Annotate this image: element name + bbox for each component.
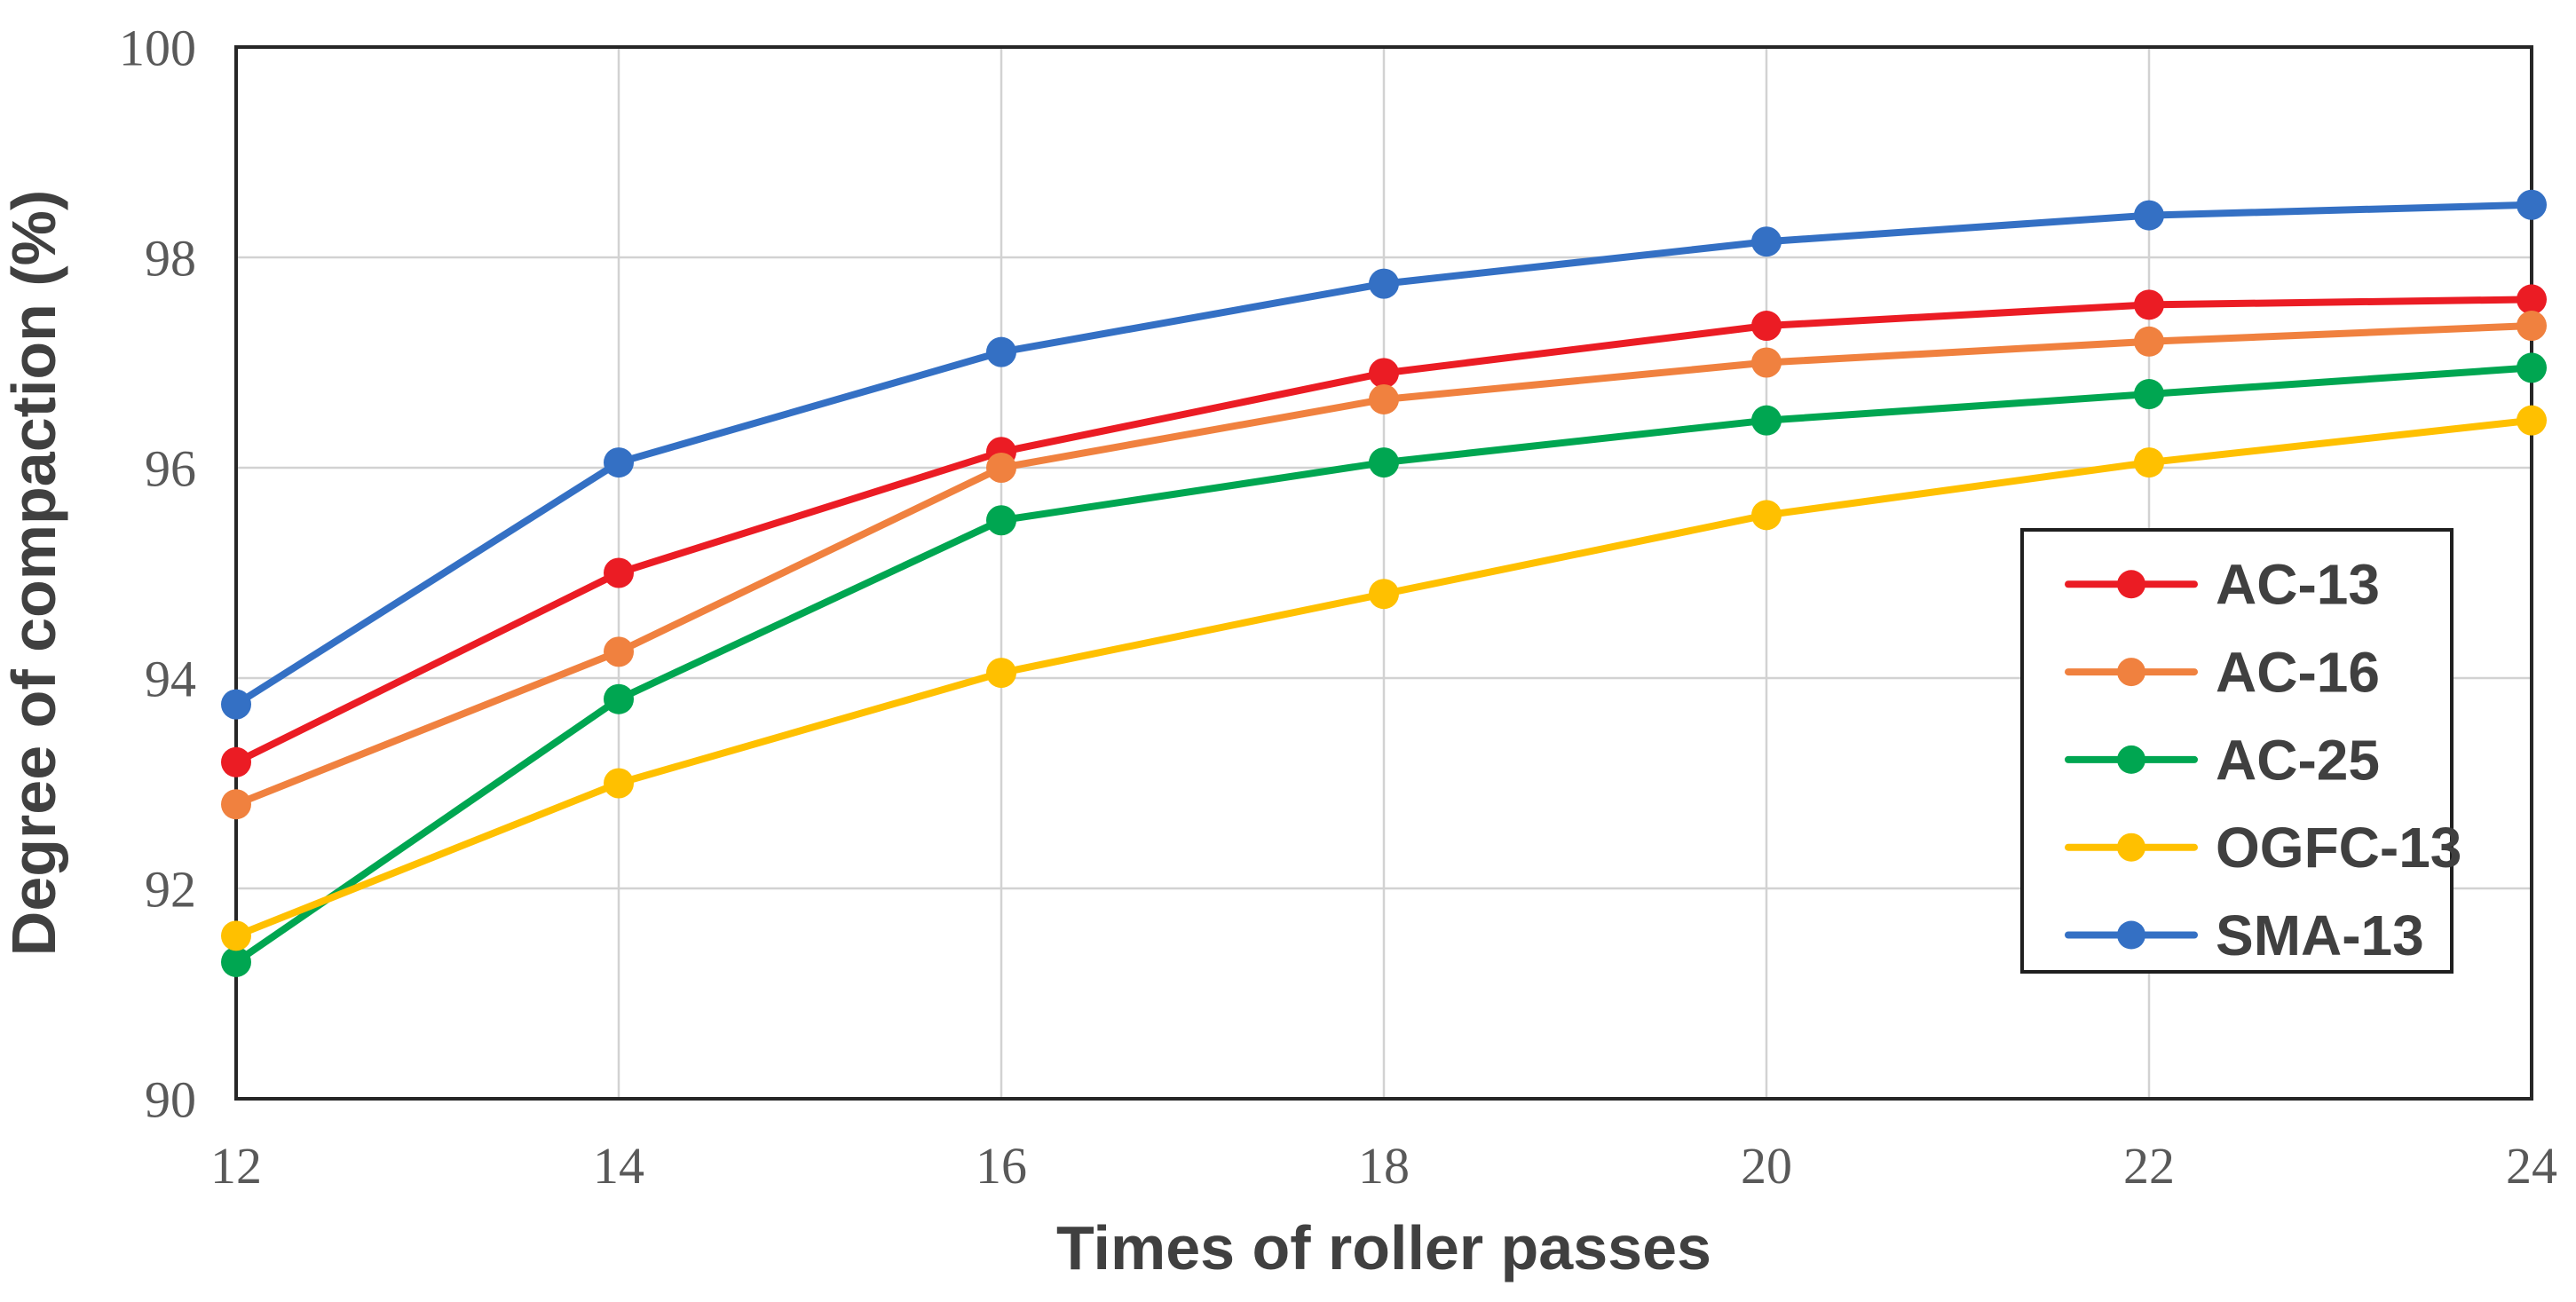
data-point-AC-25-x18	[1369, 447, 1399, 478]
data-point-AC-13-x20	[1751, 311, 1782, 342]
data-point-AC-13-x12	[221, 746, 251, 777]
y-tick-label-98: 98	[145, 229, 196, 287]
data-point-SMA-13-x16	[986, 336, 1016, 367]
data-point-AC-16-x14	[604, 636, 634, 667]
data-point-OGFC-13-x22	[2134, 447, 2164, 478]
series-SMA-13	[221, 189, 2547, 720]
x-tick-label-20: 20	[1741, 1137, 1792, 1195]
data-point-AC-16-x20	[1751, 347, 1782, 378]
legend-marker-dot-OGFC-13	[2117, 832, 2145, 862]
tick-labels: 90 92 94 96 98 100 12 14 16 18 20 22 24	[119, 19, 2557, 1195]
y-tick-label-96: 96	[145, 439, 196, 497]
y-tick-label-90: 90	[145, 1070, 196, 1128]
data-point-AC-25-x24	[2517, 352, 2547, 383]
data-point-SMA-13-x18	[1369, 268, 1399, 299]
data-point-AC-16-x12	[221, 789, 251, 820]
legend-label-AC-13: AC-13	[2216, 553, 2380, 617]
data-point-AC-25-x22	[2134, 379, 2164, 410]
legend-label-AC-25: AC-25	[2216, 728, 2380, 792]
legend-entry-AC-16: AC-16	[2065, 640, 2380, 704]
x-tick-label-12: 12	[210, 1137, 262, 1195]
legend-marker-dot-AC-25	[2117, 745, 2145, 774]
series-layer	[221, 189, 2547, 977]
data-point-AC-25-x12	[221, 946, 251, 977]
series-AC-25	[221, 352, 2547, 977]
legend-label-AC-16: AC-16	[2216, 640, 2380, 704]
data-point-AC-13-x22	[2134, 289, 2164, 320]
data-point-SMA-13-x24	[2517, 189, 2547, 220]
y-axis-title: Degree of compaction (%)	[0, 190, 68, 956]
legend-box	[2020, 528, 2454, 974]
series-AC-16	[221, 311, 2547, 820]
y-tick-label-92: 92	[145, 860, 196, 918]
legend-label-OGFC-13: OGFC-13	[2216, 816, 2461, 880]
data-point-AC-25-x14	[604, 683, 634, 714]
data-point-AC-13-x18	[1369, 358, 1399, 389]
legend-entry-AC-25: AC-25	[2065, 728, 2380, 792]
data-point-AC-25-x16	[986, 505, 1016, 536]
data-point-AC-16-x22	[2134, 326, 2164, 357]
data-point-OGFC-13-x24	[2517, 405, 2547, 436]
data-point-AC-25-x20	[1751, 405, 1782, 436]
legend-entry-AC-13: AC-13	[2065, 553, 2380, 617]
legend-marker-dot-AC-16	[2117, 658, 2145, 687]
legend-marker-dot-SMA-13	[2117, 920, 2145, 950]
y-tick-label-100: 100	[119, 19, 196, 76]
data-point-AC-16-x18	[1369, 383, 1399, 414]
data-point-OGFC-13-x20	[1751, 500, 1782, 531]
series-AC-13	[221, 284, 2547, 777]
data-point-SMA-13-x20	[1751, 226, 1782, 257]
data-point-SMA-13-x14	[604, 447, 634, 478]
legend-entry-SMA-13: SMA-13	[2065, 904, 2424, 967]
data-point-AC-16-x16	[986, 453, 1016, 483]
data-point-OGFC-13-x14	[604, 768, 634, 799]
data-point-OGFC-13-x16	[986, 658, 1016, 689]
data-point-OGFC-13-x12	[221, 920, 251, 951]
data-point-AC-13-x24	[2517, 284, 2547, 315]
x-tick-label-18: 18	[1358, 1137, 1410, 1195]
plot-frame	[234, 45, 2533, 1101]
x-tick-label-22: 22	[2123, 1137, 2175, 1195]
x-tick-label-24: 24	[2506, 1137, 2557, 1195]
data-point-SMA-13-x12	[221, 689, 251, 720]
y-tick-label-94: 94	[145, 650, 196, 707]
legend: AC-13 AC-16 AC-25 OGFC-13 SMA-13	[2020, 528, 2461, 974]
series-OGFC-13	[221, 405, 2547, 951]
legend-label-SMA-13: SMA-13	[2216, 904, 2424, 967]
x-tick-label-16: 16	[976, 1137, 1027, 1195]
data-point-AC-13-x14	[604, 557, 634, 588]
data-point-SMA-13-x22	[2134, 200, 2164, 231]
x-tick-label-14: 14	[593, 1137, 644, 1195]
data-point-AC-16-x24	[2517, 311, 2547, 342]
legend-marker-dot-AC-13	[2117, 570, 2145, 599]
x-axis-title: Times of roller passes	[1056, 1213, 1711, 1282]
data-point-OGFC-13-x18	[1369, 579, 1399, 610]
legend-entry-OGFC-13: OGFC-13	[2065, 816, 2461, 880]
